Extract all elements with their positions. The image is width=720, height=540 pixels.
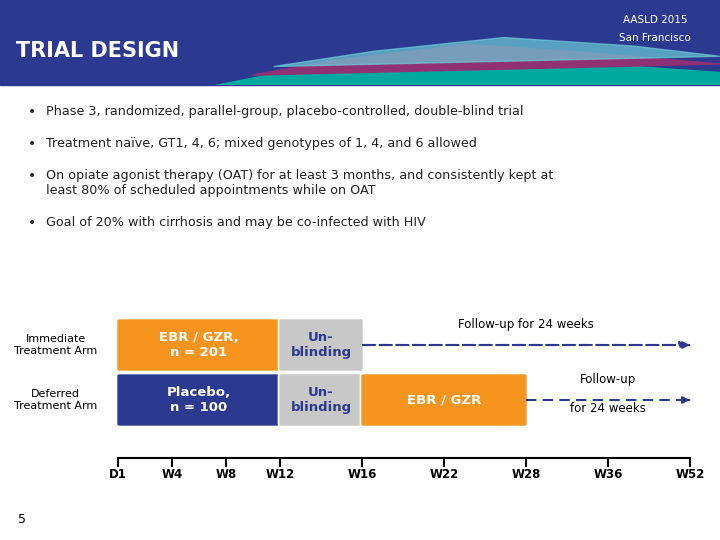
Text: W22: W22 xyxy=(429,468,459,481)
Text: Phase 3, randomized, parallel-group, placebo-controlled, double-blind trial: Phase 3, randomized, parallel-group, pla… xyxy=(46,105,523,118)
Text: Placebo,
n = 100: Placebo, n = 100 xyxy=(167,386,231,414)
Text: •: • xyxy=(28,217,36,231)
Text: •: • xyxy=(28,137,36,151)
Text: Un-
blinding: Un- blinding xyxy=(290,331,351,359)
Text: San Francisco: San Francisco xyxy=(619,32,691,43)
Text: Un-
blinding: Un- blinding xyxy=(290,386,351,414)
Text: 5: 5 xyxy=(18,513,26,526)
Text: W12: W12 xyxy=(266,468,294,481)
Text: Follow-up for 24 weeks: Follow-up for 24 weeks xyxy=(458,318,594,331)
Text: W4: W4 xyxy=(161,468,183,481)
Text: Goal of 20% with cirrhosis and may be co-infected with HIV: Goal of 20% with cirrhosis and may be co… xyxy=(46,217,426,230)
Text: EBR / GZR: EBR / GZR xyxy=(407,394,481,407)
Text: •: • xyxy=(28,170,36,183)
Text: W52: W52 xyxy=(675,468,705,481)
Text: Immediate
Treatment Arm: Immediate Treatment Arm xyxy=(14,334,97,356)
Text: Treatment naïve, GT1, 4, 6; mixed genotypes of 1, 4, and 6 allowed: Treatment naïve, GT1, 4, 6; mixed genoty… xyxy=(46,137,477,150)
Text: W16: W16 xyxy=(347,468,377,481)
FancyBboxPatch shape xyxy=(279,319,364,372)
Text: EBR / GZR,
n = 201: EBR / GZR, n = 201 xyxy=(159,331,239,359)
FancyBboxPatch shape xyxy=(117,319,282,372)
Text: AASLD 2015: AASLD 2015 xyxy=(623,16,688,25)
Text: W28: W28 xyxy=(511,468,541,481)
FancyBboxPatch shape xyxy=(279,374,364,427)
FancyBboxPatch shape xyxy=(361,374,528,427)
Text: W8: W8 xyxy=(215,468,237,481)
Polygon shape xyxy=(252,44,720,75)
Text: TRIAL DESIGN: TRIAL DESIGN xyxy=(16,41,179,61)
Text: for 24 weeks: for 24 weeks xyxy=(570,402,646,415)
Text: Deferred
Treatment Arm: Deferred Treatment Arm xyxy=(14,389,97,411)
Text: W36: W36 xyxy=(593,468,623,481)
Text: On opiate agonist therapy (OAT) for at least 3 months, and consistently kept at: On opiate agonist therapy (OAT) for at l… xyxy=(46,170,554,183)
Text: •: • xyxy=(28,105,36,119)
Text: D1: D1 xyxy=(109,468,127,481)
Polygon shape xyxy=(274,38,720,66)
FancyBboxPatch shape xyxy=(117,374,282,427)
Text: least 80% of scheduled appointments while on OAT: least 80% of scheduled appointments whil… xyxy=(46,184,376,197)
Text: Follow-up: Follow-up xyxy=(580,373,636,386)
Polygon shape xyxy=(216,53,720,85)
